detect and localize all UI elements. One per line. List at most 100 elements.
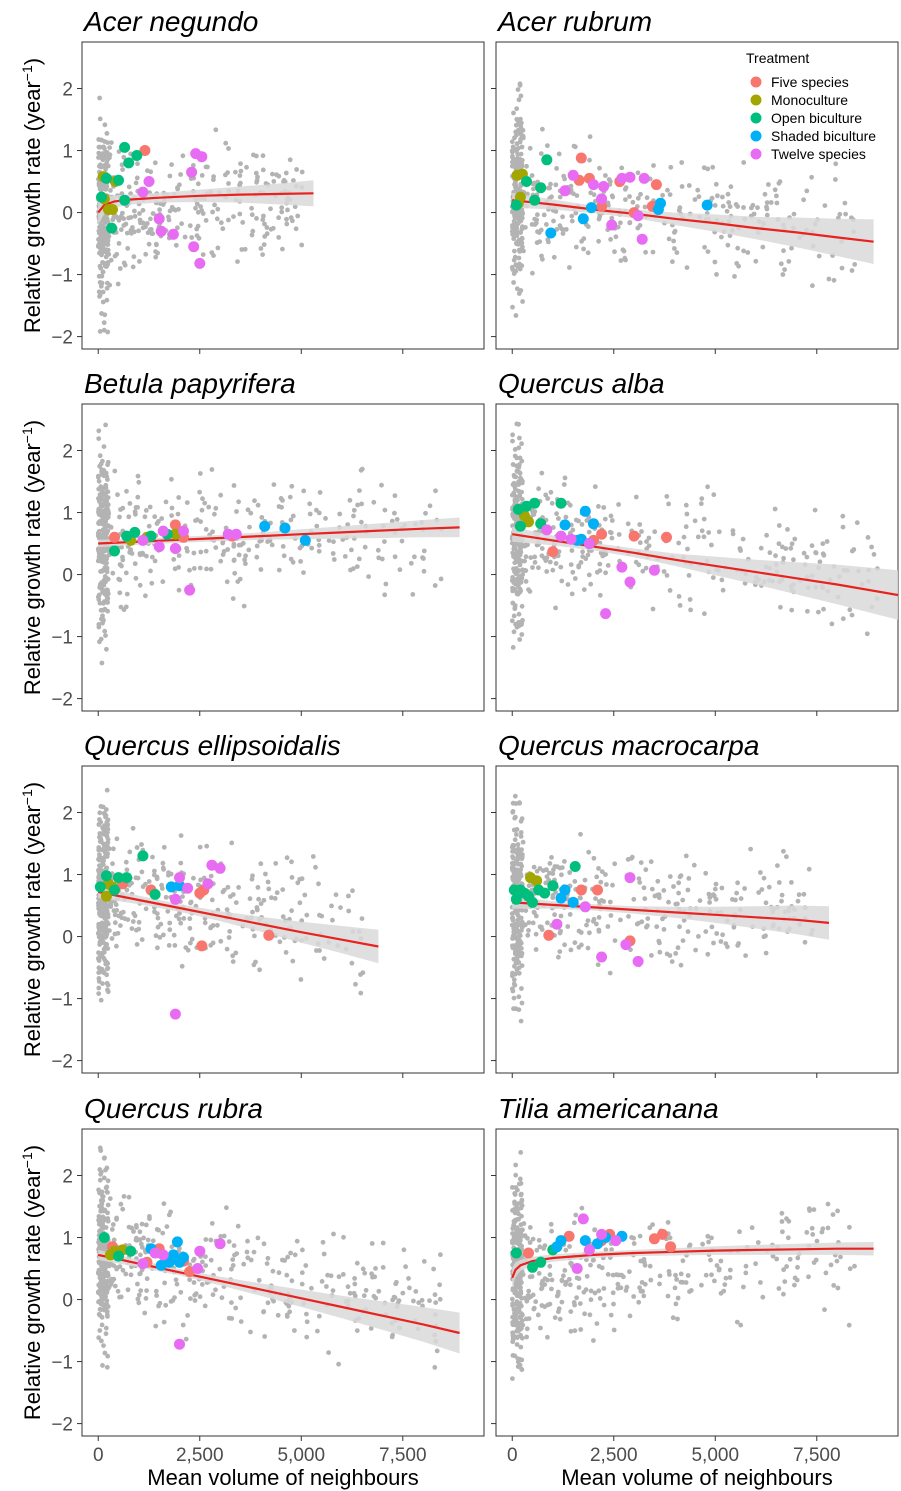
background-point <box>714 931 720 936</box>
panel-title: Tilia americanana <box>498 1093 719 1124</box>
background-point <box>101 1155 107 1161</box>
background-point <box>515 842 521 847</box>
background-point <box>758 545 764 551</box>
background-point <box>287 157 293 163</box>
background-point <box>821 606 826 612</box>
background-point <box>510 585 515 591</box>
background-point <box>549 1277 555 1283</box>
background-point <box>720 932 725 938</box>
background-point <box>136 919 142 925</box>
background-point <box>509 139 515 145</box>
background-point <box>100 804 106 810</box>
background-point <box>112 912 118 918</box>
background-point <box>105 596 111 601</box>
background-point <box>198 549 204 555</box>
background-point <box>545 496 551 501</box>
background-point <box>531 180 537 186</box>
background-point <box>380 1240 386 1246</box>
background-point <box>287 494 293 500</box>
background-point <box>535 229 540 235</box>
background-point <box>421 1259 427 1264</box>
background-point <box>112 1283 118 1289</box>
background-point <box>543 880 549 886</box>
background-point <box>751 211 757 217</box>
background-point <box>400 1290 406 1296</box>
background-point <box>549 1286 554 1292</box>
background-point <box>438 576 444 582</box>
background-point <box>518 93 524 99</box>
background-point <box>657 1281 662 1287</box>
background-point <box>347 497 353 503</box>
background-point <box>513 268 519 274</box>
background-point <box>106 233 112 239</box>
background-point <box>258 246 264 251</box>
background-point <box>283 950 289 955</box>
background-point <box>556 151 562 157</box>
background-point <box>516 550 522 556</box>
treatment-point <box>188 241 200 253</box>
background-point <box>837 211 843 217</box>
background-point <box>522 1233 528 1239</box>
background-point <box>561 482 567 487</box>
treatment-point <box>559 185 571 197</box>
background-point <box>324 1284 329 1289</box>
background-point <box>524 163 529 169</box>
background-point <box>111 846 116 852</box>
background-point <box>157 935 163 940</box>
background-point <box>178 833 184 838</box>
background-point <box>517 81 523 87</box>
treatment-point <box>100 890 112 902</box>
background-point <box>641 1256 647 1262</box>
background-point <box>202 920 208 926</box>
background-point <box>330 551 336 556</box>
treatment-point <box>169 519 181 531</box>
background-point <box>510 1231 515 1236</box>
background-point <box>260 252 265 257</box>
background-point <box>604 882 609 887</box>
background-point <box>563 1279 569 1285</box>
background-point <box>854 520 860 526</box>
background-point <box>103 233 108 239</box>
background-point <box>563 514 569 520</box>
background-point <box>248 510 254 516</box>
background-point <box>755 205 760 211</box>
background-point <box>590 1257 596 1263</box>
background-point <box>537 1244 543 1250</box>
background-point <box>169 513 175 518</box>
background-point <box>220 889 226 895</box>
background-point <box>131 1229 136 1234</box>
background-point <box>705 951 711 957</box>
background-point <box>514 1229 519 1234</box>
treatment-point <box>514 520 526 532</box>
background-point <box>133 505 139 510</box>
background-point <box>399 538 405 544</box>
background-point <box>321 1251 327 1257</box>
background-point <box>719 577 725 583</box>
background-point <box>438 1252 443 1258</box>
background-point <box>142 514 148 520</box>
background-point <box>824 539 830 544</box>
background-point <box>627 194 632 199</box>
series-shaded-biculture <box>145 1236 189 1271</box>
background-point <box>830 1212 836 1217</box>
treatment-point <box>541 524 553 536</box>
background-point <box>154 911 160 916</box>
background-point <box>607 970 613 976</box>
background-point <box>148 216 153 222</box>
background-point <box>513 814 518 820</box>
background-point <box>556 516 561 521</box>
background-point <box>696 194 702 200</box>
background-point <box>574 1275 580 1281</box>
background-point <box>105 1178 111 1184</box>
background-point <box>148 227 154 232</box>
background-point <box>518 915 524 921</box>
background-point <box>276 1270 282 1276</box>
background-point <box>184 500 190 505</box>
background-point <box>135 1281 140 1287</box>
background-point <box>605 563 611 568</box>
treatment-point <box>143 176 155 187</box>
background-point <box>315 1328 320 1334</box>
background-point <box>840 513 846 519</box>
background-point <box>561 173 567 179</box>
background-point <box>161 1201 167 1207</box>
